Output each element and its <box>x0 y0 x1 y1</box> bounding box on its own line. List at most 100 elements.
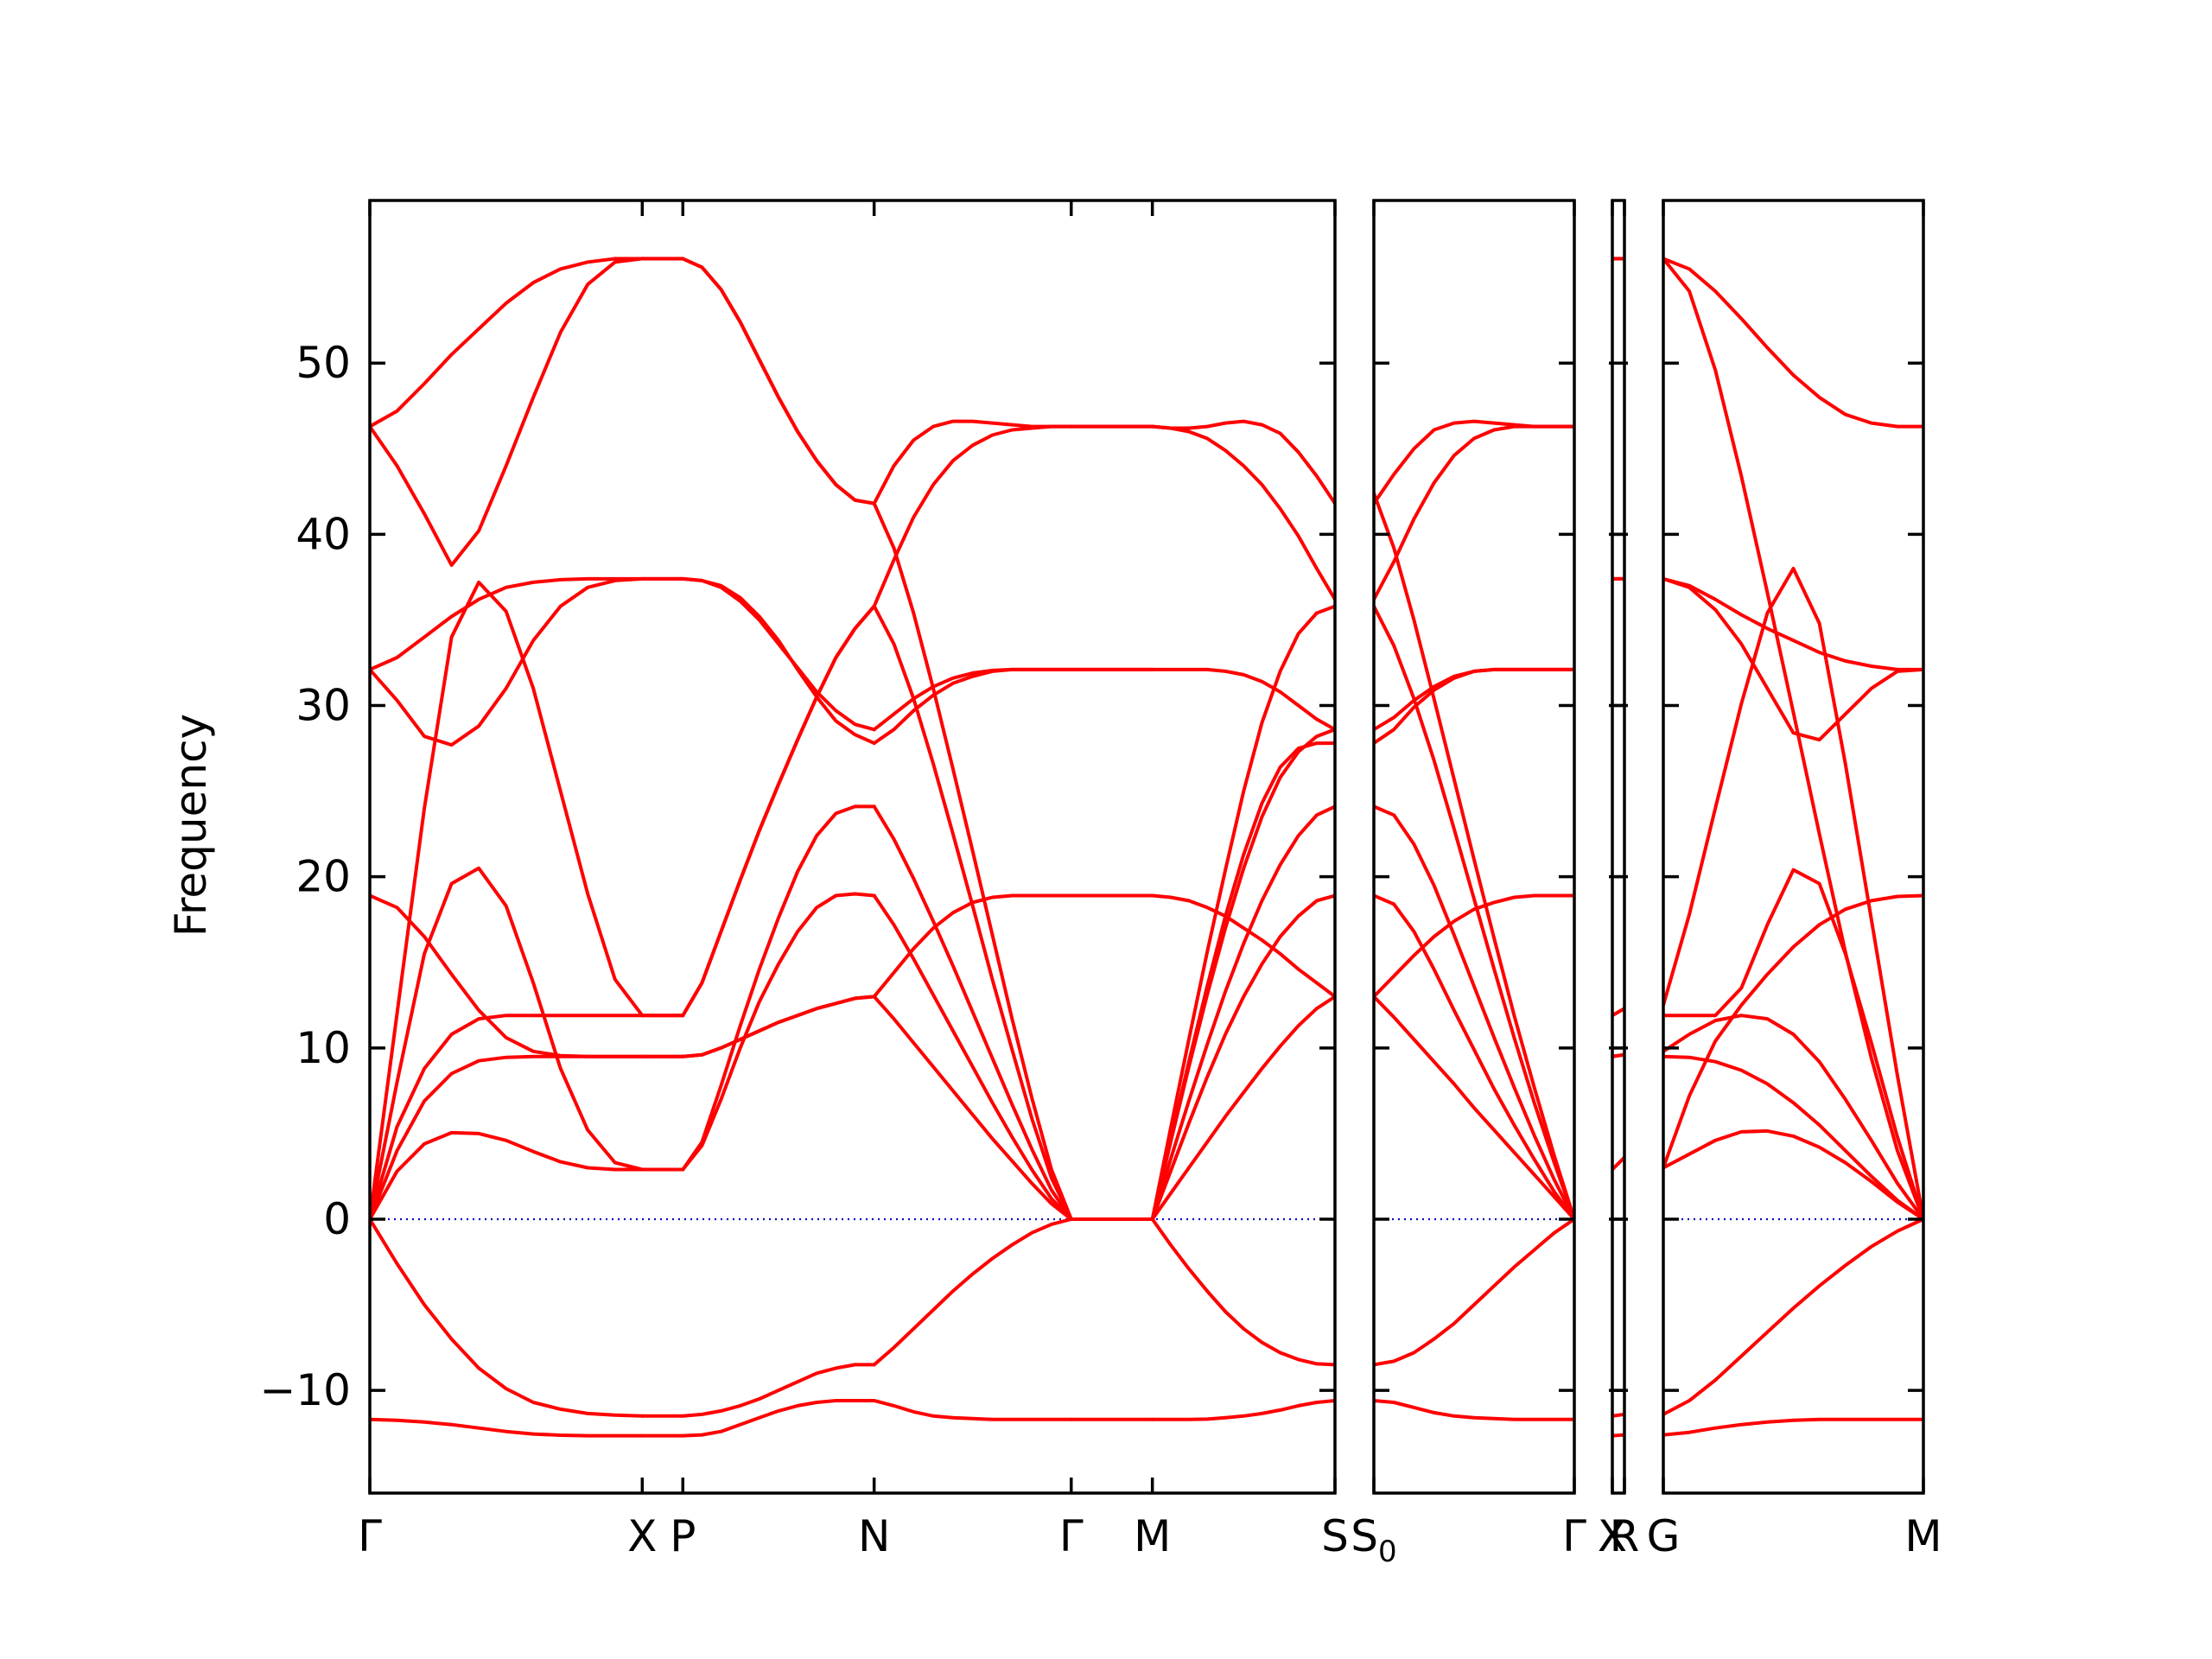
y-tick-label: 10 <box>296 1023 351 1073</box>
band-line <box>370 866 645 1221</box>
band-line <box>370 1417 645 1438</box>
band-line <box>1374 604 1574 1221</box>
band-line <box>1663 1128 1923 1221</box>
band-line <box>872 419 1073 505</box>
band-line <box>370 257 645 568</box>
panel-1 <box>368 199 1337 1495</box>
band-line <box>1150 995 1335 1221</box>
band-line <box>370 576 645 747</box>
band-line <box>1374 893 1574 1221</box>
x-tick-label: G <box>1647 1511 1681 1561</box>
panel-frame <box>368 199 1337 1495</box>
band-line <box>1374 667 1574 746</box>
x-tick-label: Γ <box>1059 1511 1084 1561</box>
band-line <box>1374 1399 1574 1421</box>
band-line <box>1663 1217 1923 1416</box>
band-line <box>1612 1052 1624 1058</box>
band-line <box>872 995 1073 1221</box>
x-tick-label: R <box>1610 1511 1640 1561</box>
panel-bands <box>1612 257 1624 1438</box>
band-line <box>681 604 876 1018</box>
band-line <box>872 804 1073 1221</box>
y-tick-label: 30 <box>296 681 351 731</box>
band-line <box>1663 567 1923 1221</box>
band-line <box>872 667 1073 732</box>
x-tick-label: N <box>858 1511 890 1561</box>
band-line <box>872 1217 1073 1367</box>
panel-frame <box>1662 199 1925 1495</box>
panel-2 <box>1372 199 1576 1495</box>
x-tick-label: Γ <box>358 1511 382 1561</box>
panel-4 <box>1662 199 1925 1495</box>
band-line <box>1150 741 1335 1221</box>
band-line <box>1374 995 1574 1221</box>
x-tick-label: Γ <box>1562 1511 1586 1561</box>
band-line <box>370 580 645 1221</box>
band-line <box>681 995 876 1058</box>
band-line <box>1150 1217 1335 1367</box>
x-tick-label: P <box>670 1511 696 1561</box>
band-line <box>1374 667 1574 732</box>
band-line <box>681 1399 876 1438</box>
band-line <box>1612 1155 1624 1172</box>
x-tick-label: M <box>1904 1511 1942 1561</box>
band-line <box>1374 893 1574 999</box>
band-line <box>370 1130 645 1221</box>
x-tick-label: S <box>1321 1511 1349 1561</box>
band-line <box>1663 576 1923 742</box>
band-line <box>872 893 1073 1221</box>
band-line <box>872 501 1073 1221</box>
band-line <box>1612 1007 1624 1018</box>
x-tick-label: M <box>1134 1511 1171 1561</box>
y-tick-label: −10 <box>259 1365 351 1415</box>
band-line <box>1374 804 1574 1221</box>
band-line <box>1663 868 1923 1221</box>
band-line <box>1150 419 1335 505</box>
band-line <box>1663 257 1923 1221</box>
band-line <box>1150 893 1335 999</box>
band-line <box>681 892 876 1172</box>
band-line <box>1663 257 1923 429</box>
band-line <box>681 804 876 1172</box>
y-axis-label: Frequency <box>166 714 216 937</box>
band-line <box>1612 1433 1624 1438</box>
x-tick-label: X <box>627 1511 657 1561</box>
band-line <box>1150 893 1335 1221</box>
band-line <box>1663 576 1923 671</box>
band-line <box>1150 424 1335 601</box>
band-line <box>1150 667 1335 732</box>
band-line <box>370 576 645 671</box>
band-line <box>681 257 876 505</box>
y-tick-label: 0 <box>323 1194 351 1244</box>
y-tick-label: 20 <box>296 852 351 902</box>
band-line <box>1150 604 1335 1221</box>
band-line <box>1374 419 1574 505</box>
x-tick-label: X <box>1598 1511 1627 1561</box>
panel-bands <box>370 257 1335 1438</box>
panel-frame <box>1611 199 1626 1495</box>
band-line <box>681 257 876 505</box>
panel-bands <box>1374 419 1574 1421</box>
band-line <box>872 604 1073 1221</box>
band-line <box>370 893 645 1058</box>
panel-bands <box>1663 257 1923 1437</box>
band-line <box>370 1217 645 1418</box>
band-line <box>1663 1417 1923 1437</box>
band-line <box>1374 491 1574 1221</box>
y-tick-label: 40 <box>296 509 351 559</box>
band-line <box>370 1054 645 1221</box>
band-line <box>370 1014 645 1221</box>
band-line <box>1374 1217 1574 1367</box>
y-tick-label: 50 <box>296 338 351 388</box>
band-line <box>370 257 645 429</box>
band-line <box>1374 424 1574 601</box>
band-line <box>1150 1399 1335 1421</box>
band-line <box>872 1399 1073 1421</box>
band-line <box>1663 1014 1923 1221</box>
band-line <box>681 995 876 1058</box>
panel-3 <box>1609 199 1628 1495</box>
band-line <box>1612 1412 1624 1418</box>
band-line <box>1150 804 1335 1221</box>
